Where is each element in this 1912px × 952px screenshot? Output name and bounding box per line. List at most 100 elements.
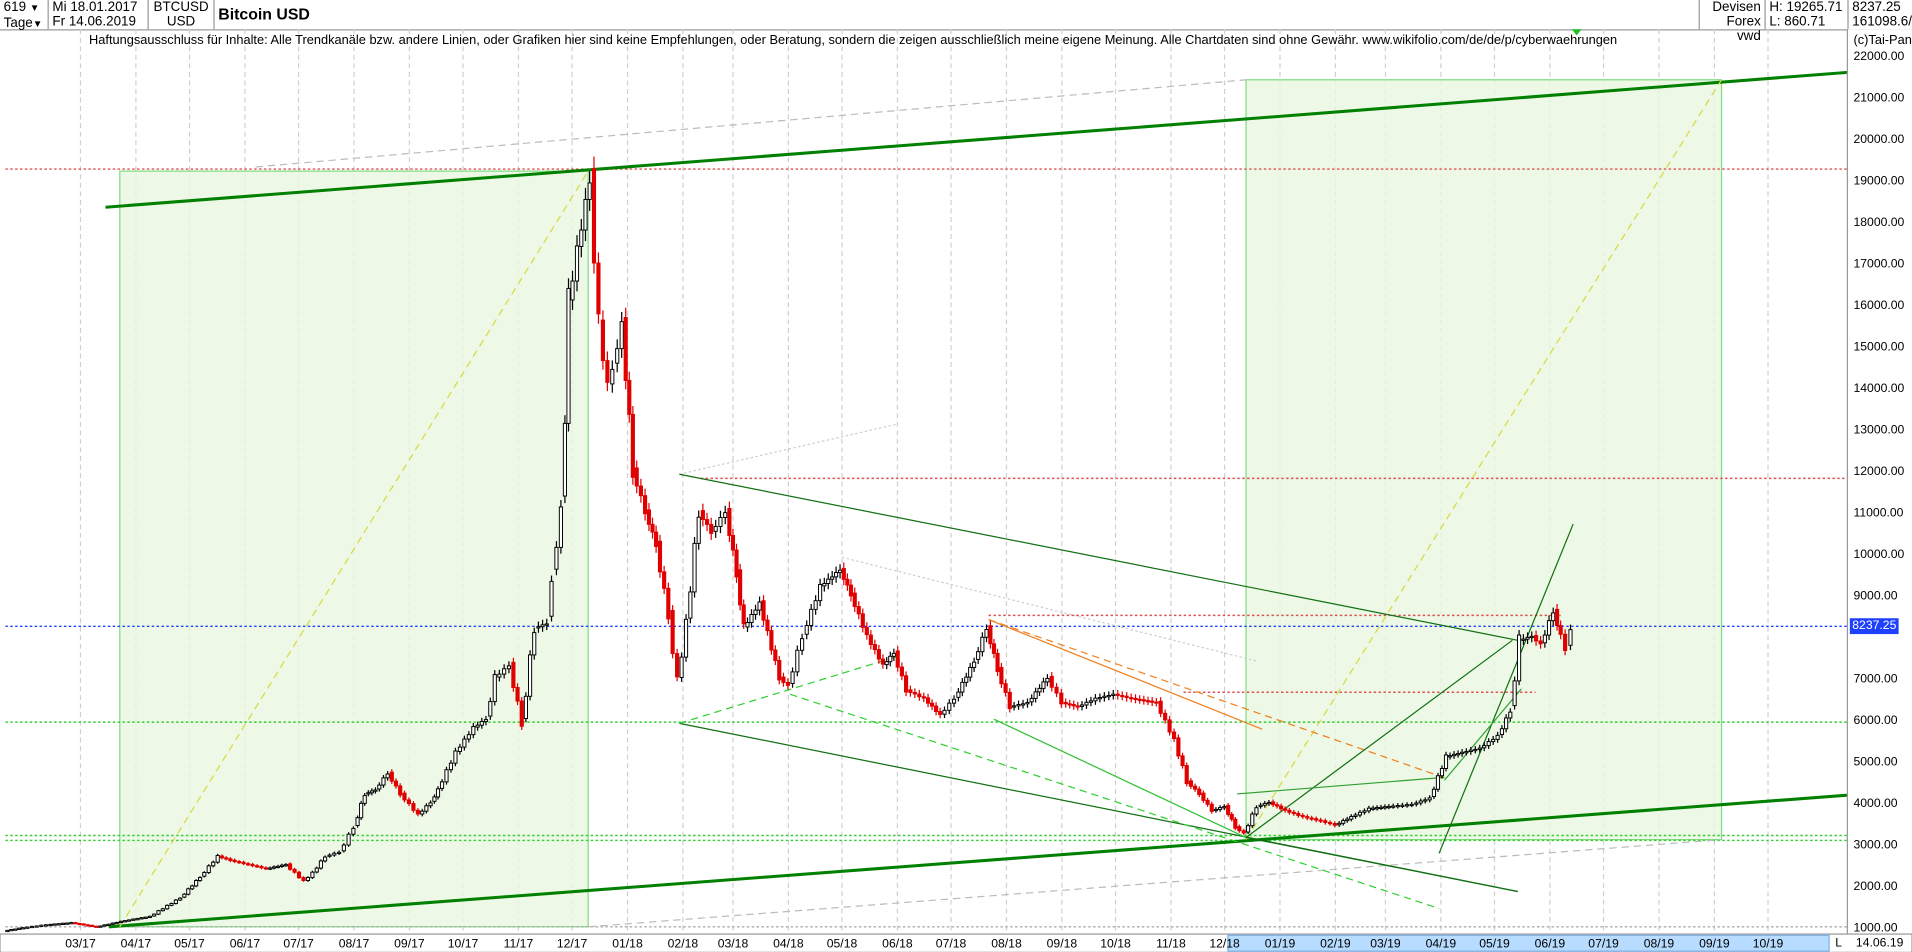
candle-body <box>1517 634 1522 682</box>
candle-body <box>1254 807 1259 815</box>
candle-body <box>165 904 170 910</box>
candle-body <box>1067 703 1072 706</box>
candle-body <box>373 789 378 792</box>
date-range[interactable]: Mi 18.01.2017 Fr 14.06.2019 <box>49 0 149 30</box>
candle-body <box>21 927 26 930</box>
candle-body <box>1150 700 1155 703</box>
candle-body <box>1049 675 1054 688</box>
candle-body <box>393 780 399 787</box>
trend-line <box>679 656 896 724</box>
candle-body <box>1468 749 1473 753</box>
candle-body <box>942 709 947 715</box>
candle-body <box>1154 701 1159 704</box>
candle-body <box>48 923 53 927</box>
end-date-label: 14.06.19 <box>1855 936 1904 950</box>
candle-body <box>1546 620 1552 636</box>
candle-body <box>972 661 977 668</box>
symbol-cell: BTCUSD USD <box>149 0 215 30</box>
candle-body <box>259 865 264 869</box>
x-tick-label: 06/18 <box>882 936 913 950</box>
candle-body <box>1007 691 1012 710</box>
y-tick-label: 21000.00 <box>1853 90 1904 104</box>
candle-body <box>968 666 973 678</box>
trend-line <box>679 423 896 475</box>
x-tick-label: 08/18 <box>991 936 1022 950</box>
market-cell: Devisen Forex vwd <box>1700 0 1766 44</box>
candle-body <box>1222 806 1227 809</box>
candle-body <box>1542 634 1547 644</box>
candle-body <box>1266 801 1272 805</box>
candle-body <box>753 609 758 615</box>
y-tick-label: 17000.00 <box>1853 256 1904 270</box>
period-unit: Tage <box>3 15 33 31</box>
candle-body <box>126 919 132 922</box>
candle-body <box>1345 818 1350 822</box>
candle-body <box>502 668 507 675</box>
candle-body <box>169 902 174 906</box>
scale-mode-button[interactable]: L <box>1835 936 1842 950</box>
high-value: H: 19265.71 <box>1769 0 1843 15</box>
x-tick-label: 07/19 <box>1588 936 1619 950</box>
candle-body <box>738 569 743 606</box>
candle-body <box>381 777 386 786</box>
candle-body <box>769 630 774 651</box>
candle-body <box>1418 800 1423 804</box>
candle-body <box>1167 719 1172 733</box>
candle-body <box>29 925 35 929</box>
x-tick-label: 04/18 <box>773 936 804 950</box>
x-tick-label: 09/18 <box>1047 936 1078 950</box>
candle-body <box>845 578 850 586</box>
y-tick-label: 11000.00 <box>1853 505 1903 519</box>
candle-body <box>908 689 913 694</box>
candle-body <box>938 711 943 715</box>
candle-body <box>1241 830 1246 834</box>
candle-body <box>884 661 889 666</box>
x-tick-label: 10/19 <box>1753 936 1784 950</box>
candle-body <box>296 871 302 879</box>
x-tick-label: 11/18 <box>1156 936 1186 950</box>
candle-body <box>696 516 701 544</box>
last-value: 8237.25 <box>1852 0 1901 15</box>
candle-body <box>1499 728 1505 736</box>
candle-body <box>1033 691 1038 699</box>
candle-body <box>650 523 655 533</box>
candle-body <box>43 924 49 927</box>
candle-body <box>1275 804 1280 807</box>
trend-line <box>1438 523 1574 854</box>
candle-body <box>1409 803 1414 807</box>
candle-body <box>211 861 216 867</box>
candle-body <box>439 781 445 789</box>
candle-body <box>143 916 148 919</box>
y-tick-label: 1000.00 <box>1853 921 1897 935</box>
candle-body <box>1120 694 1125 698</box>
candle-body <box>1184 765 1189 785</box>
candle-body <box>224 857 229 860</box>
candle-body <box>925 697 931 704</box>
period-selector[interactable]: 619 ▼ Tage▼ <box>0 0 49 31</box>
candle-body <box>1124 695 1129 699</box>
marker-triangle-icon <box>1571 29 1582 36</box>
candle-body <box>688 591 693 619</box>
source: Forex vwd <box>1726 14 1761 44</box>
candle-body <box>65 922 70 925</box>
candle-body <box>1296 812 1301 816</box>
candle-body <box>848 584 854 597</box>
candle-body <box>951 698 957 704</box>
candle-body <box>122 920 127 923</box>
candle-body <box>723 512 728 518</box>
candle-body <box>1226 804 1231 815</box>
y-tick-label: 9000.00 <box>1853 589 1897 603</box>
candle-body <box>1093 697 1098 702</box>
x-tick-label: 05/19 <box>1479 936 1510 950</box>
candle-body <box>1279 805 1284 810</box>
candle-body <box>1158 700 1163 714</box>
candle-body <box>232 859 237 863</box>
candle-body <box>432 796 437 802</box>
candle-body <box>713 525 718 532</box>
candle-body <box>471 726 476 736</box>
candle-body <box>544 623 549 626</box>
candle-body <box>1218 807 1223 810</box>
disclaimer-text: Haftungsausschluss für Inhalte: Alle Tre… <box>89 32 1618 48</box>
